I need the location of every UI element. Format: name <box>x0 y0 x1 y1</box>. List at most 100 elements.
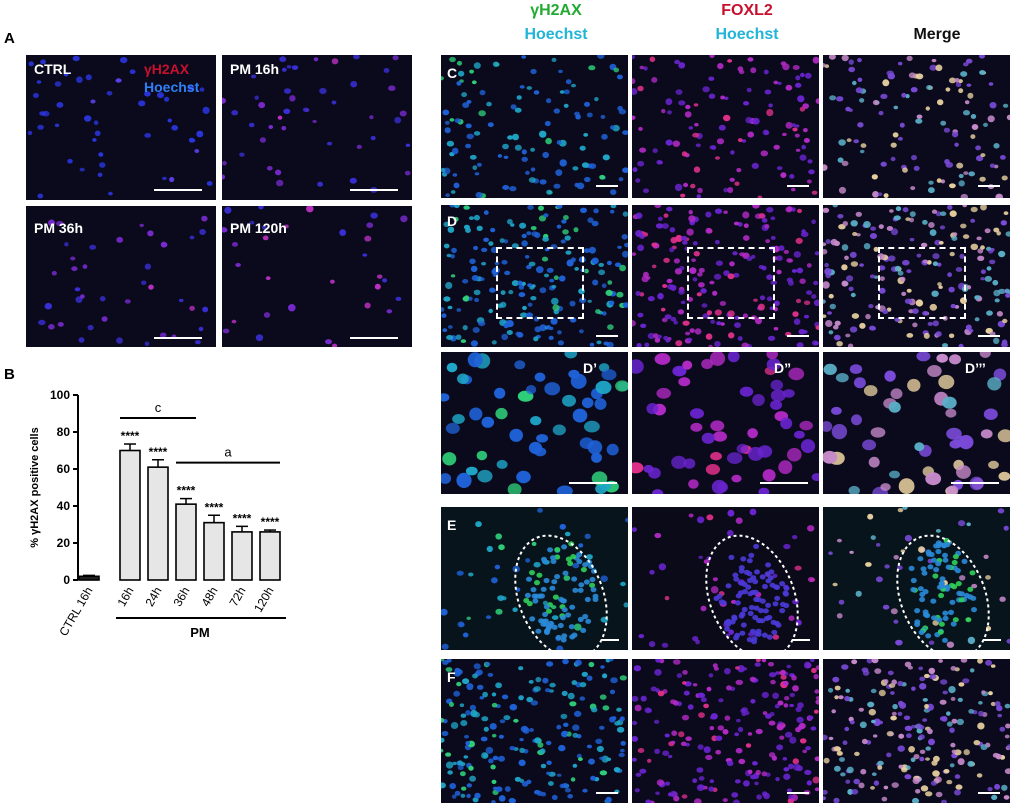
nucleus <box>518 284 525 290</box>
nucleus <box>703 703 709 709</box>
nucleus <box>54 81 62 87</box>
nucleus <box>732 799 740 803</box>
nucleus <box>649 569 655 575</box>
nucleus <box>878 287 886 294</box>
nucleus <box>878 110 884 116</box>
nucleus <box>966 522 971 527</box>
nucleus <box>710 713 718 720</box>
nucleus <box>572 732 578 738</box>
nucleus <box>837 157 844 163</box>
nucleus <box>686 228 694 236</box>
nucleus <box>527 302 533 307</box>
nucleus <box>519 738 524 742</box>
nucleus <box>978 710 984 717</box>
nucleus <box>761 659 767 663</box>
nucleus <box>669 247 675 253</box>
nucleus <box>891 679 897 685</box>
nucleus <box>834 765 841 772</box>
nucleus <box>714 309 722 316</box>
nucleus <box>904 725 913 731</box>
nucleus <box>797 702 804 709</box>
nucleus <box>662 284 668 288</box>
nucleus <box>776 744 784 751</box>
nucleus <box>370 212 378 219</box>
nucleus <box>709 145 716 150</box>
nucleus <box>651 242 657 247</box>
nucleus <box>101 316 108 322</box>
nucleus <box>696 292 702 297</box>
nucleus <box>715 735 723 741</box>
nucleus <box>281 126 287 131</box>
nucleus <box>836 341 843 347</box>
nucleus <box>487 122 494 128</box>
nucleus <box>562 659 569 665</box>
nucleus <box>946 641 955 648</box>
nucleus <box>718 599 725 605</box>
panel-letter-b: B <box>4 366 15 383</box>
nucleus <box>731 474 742 483</box>
nucleus <box>813 674 819 680</box>
nucleus <box>736 443 749 454</box>
nucleus <box>694 122 699 127</box>
nucleus <box>940 679 948 685</box>
nucleus <box>985 659 993 666</box>
nucleus <box>807 159 813 164</box>
nucleus <box>445 752 452 757</box>
nucleus <box>939 699 947 705</box>
nucleus <box>776 166 783 171</box>
nucleus <box>803 314 810 319</box>
nucleus <box>698 776 705 781</box>
nucleus <box>495 407 508 420</box>
nucleus <box>823 242 827 247</box>
nucleus <box>275 169 282 176</box>
nucleus <box>853 139 859 144</box>
nucleus <box>990 664 996 668</box>
nucleus <box>222 97 226 104</box>
nucleus <box>834 695 839 700</box>
nucleus <box>124 299 131 304</box>
nucleus <box>556 140 562 145</box>
nucleus <box>963 171 969 175</box>
nucleus <box>500 290 506 295</box>
nucleus <box>521 55 527 59</box>
nucleus <box>931 209 938 214</box>
nucleus <box>546 98 552 104</box>
nucleus <box>916 352 931 362</box>
nucleus <box>546 608 552 614</box>
nucleus <box>675 89 683 95</box>
nucleus <box>823 757 830 764</box>
nucleus <box>714 208 723 214</box>
y-axis-label: % γH2AX positive cells <box>29 427 41 547</box>
nucleus <box>715 156 720 160</box>
nucleus <box>928 738 935 746</box>
nucleus <box>694 798 702 803</box>
nucleus <box>766 109 774 117</box>
nucleus <box>988 249 994 254</box>
x-tick-label: 72h <box>226 585 248 609</box>
nucleus <box>504 786 511 792</box>
nucleus <box>527 205 534 210</box>
x-tick-label: 24h <box>142 585 164 609</box>
nucleus <box>898 733 905 739</box>
nucleus <box>129 69 136 74</box>
nucleus <box>503 155 509 159</box>
nucleus <box>842 221 848 227</box>
nucleus <box>595 309 601 314</box>
nucleus <box>951 584 958 590</box>
nucleus <box>552 424 566 436</box>
nucleus <box>483 726 489 732</box>
nucleus <box>511 280 519 287</box>
nucleus <box>739 386 754 397</box>
nucleus <box>887 73 895 80</box>
nucleus <box>954 789 961 796</box>
nucleus <box>1006 638 1010 644</box>
nucleus <box>747 610 754 616</box>
nucleus <box>525 558 531 563</box>
nucleus <box>871 659 879 664</box>
nucleus <box>747 769 753 774</box>
nucleus <box>591 452 602 463</box>
nucleus <box>726 685 732 691</box>
nucleus <box>669 227 676 233</box>
nucleus <box>738 613 745 619</box>
nucleus <box>617 245 622 249</box>
